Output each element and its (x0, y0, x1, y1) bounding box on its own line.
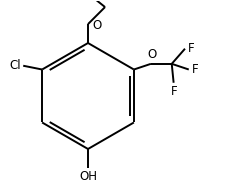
Text: F: F (171, 85, 178, 98)
Text: OH: OH (79, 170, 97, 183)
Text: O: O (93, 19, 102, 31)
Text: F: F (188, 42, 194, 55)
Text: F: F (192, 63, 198, 76)
Text: O: O (147, 48, 156, 61)
Text: Cl: Cl (10, 59, 21, 72)
